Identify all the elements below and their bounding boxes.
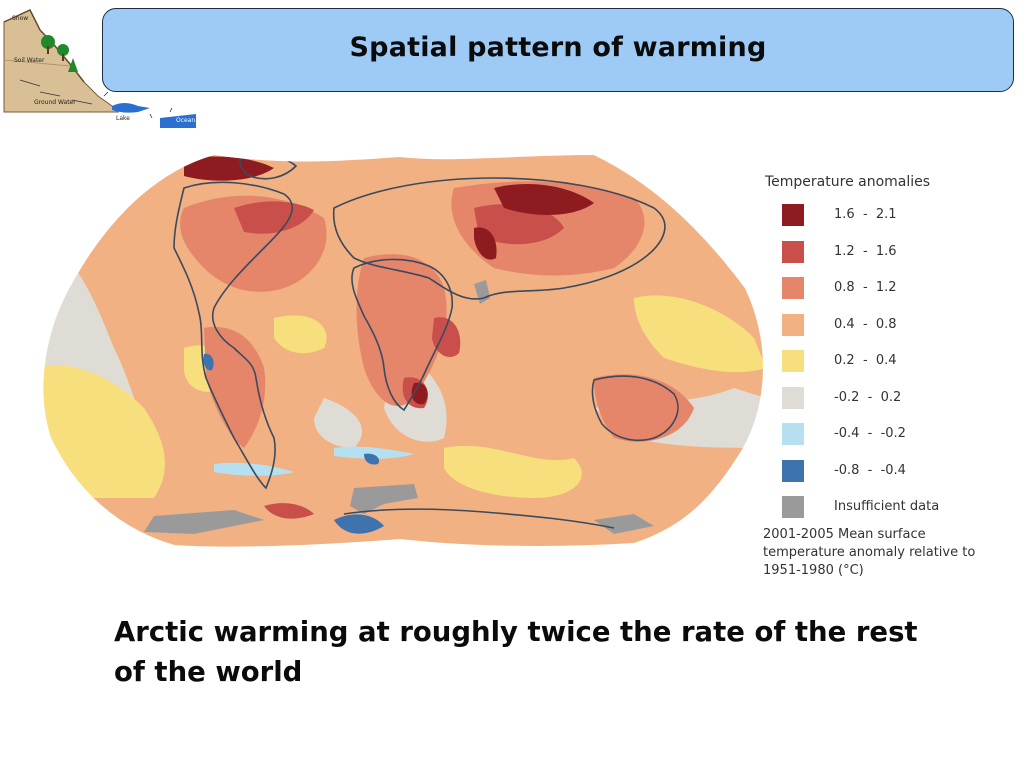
legend-item: 1.2 - 1.6 bbox=[760, 239, 1016, 275]
legend-item: -0.4 - -0.2 bbox=[760, 421, 1016, 457]
water-cycle-illustration: Snow Soil Water Ground Water Lake Ocean bbox=[3, 9, 196, 128]
legend-swatch bbox=[782, 204, 804, 226]
logo-label-lake: Lake bbox=[116, 115, 130, 122]
legend-swatch bbox=[782, 423, 804, 445]
legend-swatch bbox=[782, 386, 804, 409]
legend-range-label: 0.8 - 1.2 bbox=[834, 280, 897, 295]
legend-range-label: -0.4 - -0.2 bbox=[834, 426, 906, 441]
legend-note: 2001-2005 Mean surface temperature anoma… bbox=[763, 527, 976, 578]
legend-item: 0.8 - 1.2 bbox=[760, 275, 1016, 311]
legend-range-label: 1.6 - 2.1 bbox=[834, 207, 897, 222]
legend-range-label: -0.8 - -0.4 bbox=[834, 462, 906, 478]
legend-item: 0.2 - 0.4 bbox=[760, 348, 1016, 384]
legend-range-label: Insufficient data bbox=[834, 499, 940, 514]
legend-range-label: 0.4 - 0.8 bbox=[834, 316, 897, 332]
legend-swatch bbox=[782, 459, 804, 482]
temperature-anomaly-map bbox=[34, 148, 766, 550]
legend-item: 1.6 - 2.1 bbox=[760, 202, 1016, 238]
logo-label-ground-water: Ground Water bbox=[34, 99, 76, 106]
legend-swatch bbox=[782, 350, 804, 372]
legend-swatch bbox=[782, 313, 804, 336]
logo-label-ocean: Ocean bbox=[176, 117, 195, 124]
legend-swatch bbox=[782, 240, 804, 263]
legend-swatch bbox=[782, 496, 804, 518]
legend-item: 0.4 - 0.8 bbox=[760, 312, 1016, 348]
temperature-legend: Temperature anomalies 1.6 - 2.1 1.2 - 1.6… bbox=[760, 168, 1016, 588]
world-map-svg bbox=[41, 152, 765, 549]
slide-title: Spatial pattern of warming bbox=[349, 31, 767, 63]
logo-label-soil-water: Soil Water bbox=[14, 57, 45, 64]
slide-caption: Arctic warming at roughly twice the rate… bbox=[114, 616, 918, 688]
legend-title: Temperature anomalies bbox=[765, 174, 931, 190]
logo-label-snow: Snow bbox=[12, 15, 28, 22]
legend-item: -0.8 - -0.4 bbox=[760, 458, 1016, 494]
legend-range-label: 1.2 - 1.6 bbox=[834, 243, 897, 259]
water-cycle-logo: Snow Soil Water Ground Water Lake Ocean bbox=[0, 0, 196, 132]
legend-item: Insufficient data bbox=[760, 494, 1016, 530]
legend-swatch bbox=[782, 277, 804, 299]
title-banner: Spatial pattern of warming bbox=[102, 8, 1014, 92]
legend-range-label: -0.2 - 0.2 bbox=[834, 389, 902, 405]
legend-range-label: 0.2 - 0.4 bbox=[834, 353, 897, 368]
legend-item: -0.2 - 0.2 bbox=[760, 385, 1016, 421]
